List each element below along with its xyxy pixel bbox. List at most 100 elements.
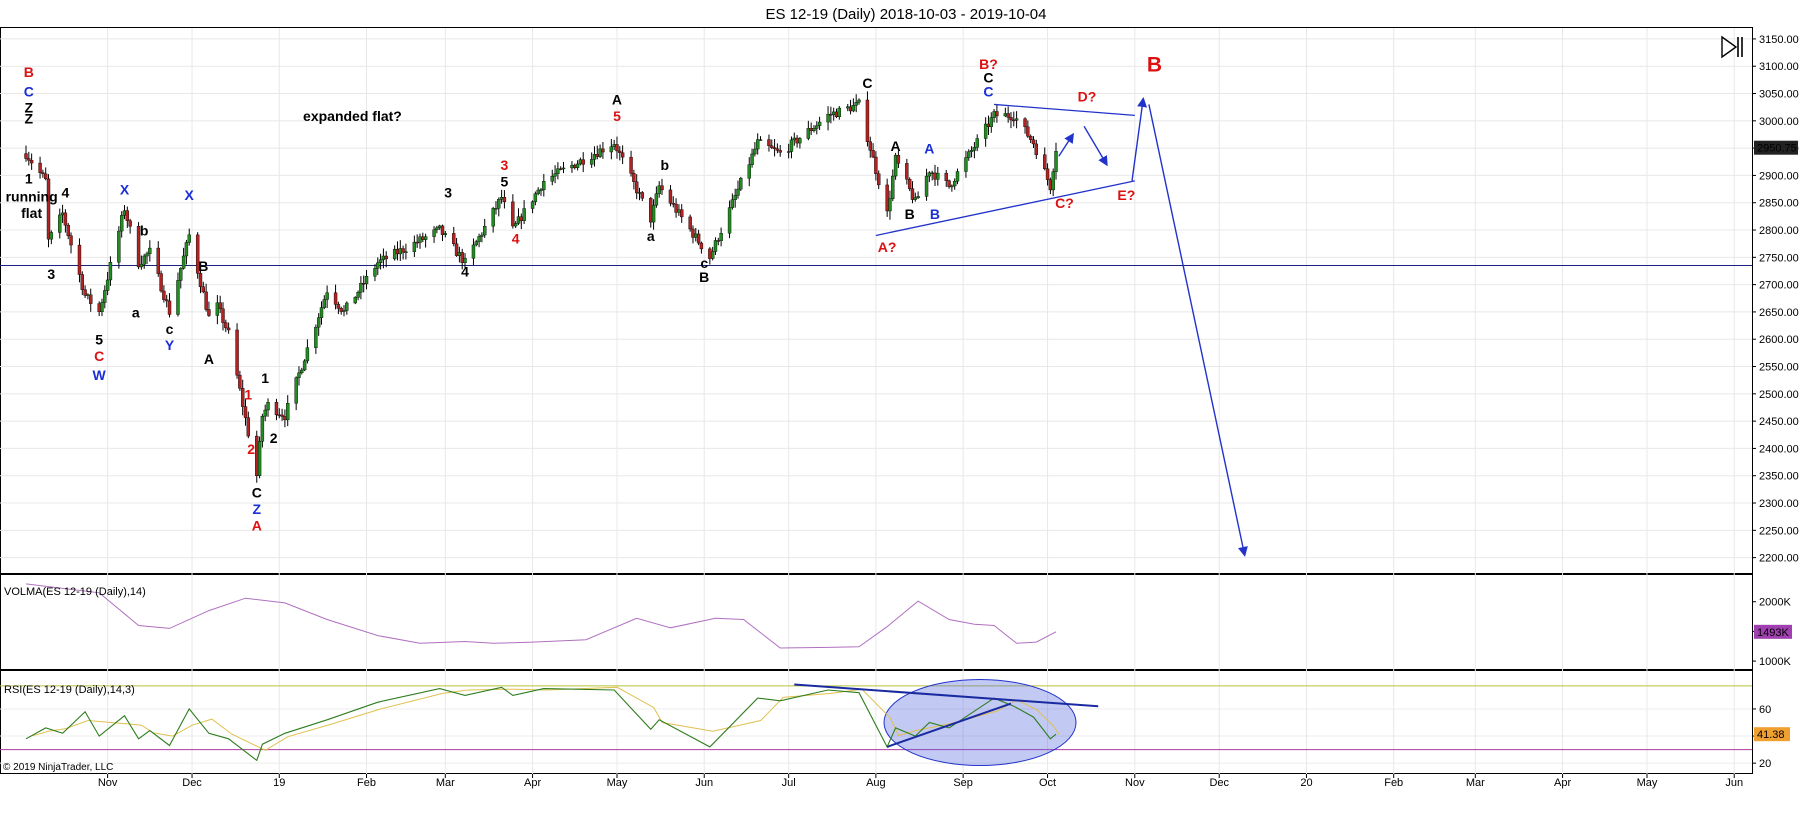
candle-body	[533, 193, 538, 202]
candle-body	[649, 198, 653, 223]
candle-body	[100, 302, 104, 312]
candle-body	[688, 216, 692, 230]
candle-body	[933, 172, 937, 180]
candle-body	[817, 121, 822, 126]
candle-body	[392, 248, 397, 260]
candle-body	[581, 159, 585, 165]
x-tick-label: Jun	[695, 777, 713, 789]
candle-body	[750, 153, 754, 165]
candle-body	[108, 262, 113, 281]
rsi-last-label: 41.38	[1757, 729, 1785, 741]
candle-body	[967, 151, 971, 158]
price-y-tick-label: 2250.00	[1759, 525, 1799, 537]
candle-body	[297, 372, 301, 378]
candle-body	[356, 292, 360, 298]
chart-title: ES 12-19 (Daily) 2018-10-03 - 2019-10-04	[766, 6, 1047, 23]
candle-body	[218, 302, 222, 310]
candle-body	[530, 201, 535, 209]
candle-body	[989, 117, 993, 127]
wave-label: 1	[261, 370, 269, 386]
last-price-badge	[1754, 140, 1798, 155]
candle-body	[589, 159, 594, 165]
candle-body	[421, 236, 425, 240]
x-tick-label: Mar	[1466, 777, 1485, 789]
candle-body	[457, 252, 462, 256]
candle-body	[713, 240, 718, 252]
candle-body	[1012, 119, 1016, 122]
price-y-tick-label: 2900.00	[1759, 170, 1799, 182]
candle-body	[677, 209, 681, 213]
candle-body	[179, 268, 183, 281]
wave-label: C	[983, 70, 993, 86]
candle-body	[1051, 171, 1055, 191]
candle-body	[513, 223, 518, 227]
candle-body	[221, 308, 225, 323]
candle-body	[60, 212, 65, 216]
price-y-tick-label: 3100.00	[1759, 61, 1799, 73]
candle-body	[142, 255, 146, 265]
candle-body	[139, 263, 144, 268]
wave-label: Z	[252, 501, 261, 517]
x-tick-label: Apr	[524, 777, 541, 789]
candle-body	[632, 173, 636, 182]
wave-label: running	[6, 189, 58, 205]
candle-body	[592, 154, 597, 160]
candle-body	[1054, 151, 1058, 172]
wave-label: A	[612, 91, 622, 107]
candle-body	[176, 280, 180, 315]
candle-body	[238, 374, 242, 389]
wave-label: C	[94, 348, 104, 364]
candle-body	[423, 236, 428, 240]
candle-body	[854, 102, 858, 106]
candle-body	[314, 326, 318, 348]
candle-body	[620, 152, 625, 158]
candle-body	[727, 207, 732, 234]
x-tick-label: Jun	[1725, 777, 1743, 789]
candle-body	[63, 212, 68, 226]
wave-label: 5	[613, 108, 621, 124]
candle-body	[829, 113, 833, 116]
candle-body	[806, 128, 811, 139]
candle-body	[83, 289, 87, 296]
candle-body	[851, 105, 856, 112]
candle-body	[660, 185, 664, 191]
candle-body	[274, 402, 279, 416]
candle-body	[868, 141, 872, 151]
candle-body	[558, 168, 563, 170]
x-tick-label: Nov	[1125, 777, 1145, 789]
candle-body	[716, 240, 720, 242]
candle-body	[795, 137, 799, 144]
candle-body	[316, 317, 321, 328]
x-tick-label: Feb	[357, 777, 376, 789]
candle-body	[181, 255, 186, 269]
price-y-tick-label: 2850.00	[1759, 198, 1799, 210]
candle-body	[246, 417, 251, 437]
candle-body	[103, 290, 107, 303]
candle-body	[778, 150, 782, 153]
wave-label: C	[862, 75, 872, 91]
candle-body	[215, 302, 220, 316]
candle-body	[952, 181, 957, 187]
candle-body	[148, 247, 152, 254]
triangle-lower-trendline	[875, 180, 1135, 237]
candle-body	[516, 216, 521, 224]
rsi-panel-frame	[0, 670, 1753, 774]
play-forward-icon[interactable]	[1721, 35, 1743, 59]
wave-label: C	[983, 83, 993, 99]
candle-body	[471, 244, 476, 259]
candle-body	[378, 259, 383, 264]
wave-label: 5	[501, 173, 509, 189]
wave-labels: BCZZ1runningflat43XbXBacY5CWA1122CZAexpa…	[6, 54, 1163, 534]
candle-body	[947, 180, 951, 187]
candle-body	[29, 160, 34, 164]
candle-body	[831, 111, 836, 115]
candle-body	[696, 233, 701, 244]
candle-body	[865, 99, 870, 142]
wave-label: W	[93, 367, 107, 383]
candle-body	[159, 273, 163, 292]
candle-body	[412, 241, 417, 252]
candle-body	[575, 163, 580, 168]
candle-body	[654, 193, 659, 206]
candle-body	[753, 148, 757, 155]
